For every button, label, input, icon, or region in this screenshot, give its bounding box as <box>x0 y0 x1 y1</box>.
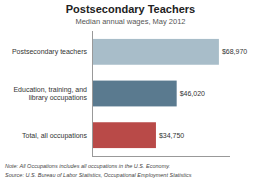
bar <box>92 81 177 107</box>
y-axis-line <box>92 31 93 156</box>
subtitle: Median annual wages, May 2012 <box>75 17 185 26</box>
data-label: $34,750 <box>159 132 184 139</box>
annotation: Note: All Occupations includes all occup… <box>5 163 170 169</box>
category-label-line: Total, all occupations <box>22 132 87 140</box>
category-label: Postsecondary teachers <box>12 48 88 56</box>
annotation: Source: U.S. Bureau of Labor Statistics,… <box>5 172 192 178</box>
data-label: $46,020 <box>180 90 205 97</box>
bars <box>92 39 219 148</box>
data-label: $68,970 <box>222 48 247 55</box>
category-label-line: Postsecondary teachers <box>12 48 88 56</box>
category-label-line: Education, training, and <box>13 86 87 94</box>
x-axis-line <box>92 156 230 157</box>
chart: Postsecondary Teachers Median annual wage… <box>0 0 261 193</box>
bar <box>92 122 156 148</box>
category-label: Education, training, andlibrary occupati… <box>13 86 87 102</box>
category-label: Total, all occupations <box>22 132 87 140</box>
bar <box>92 39 219 65</box>
category-label-line: library occupations <box>29 94 88 102</box>
labels: Postsecondary teachers $68,970 Education, … <box>12 48 247 139</box>
title: Postsecondary Teachers <box>66 3 195 15</box>
